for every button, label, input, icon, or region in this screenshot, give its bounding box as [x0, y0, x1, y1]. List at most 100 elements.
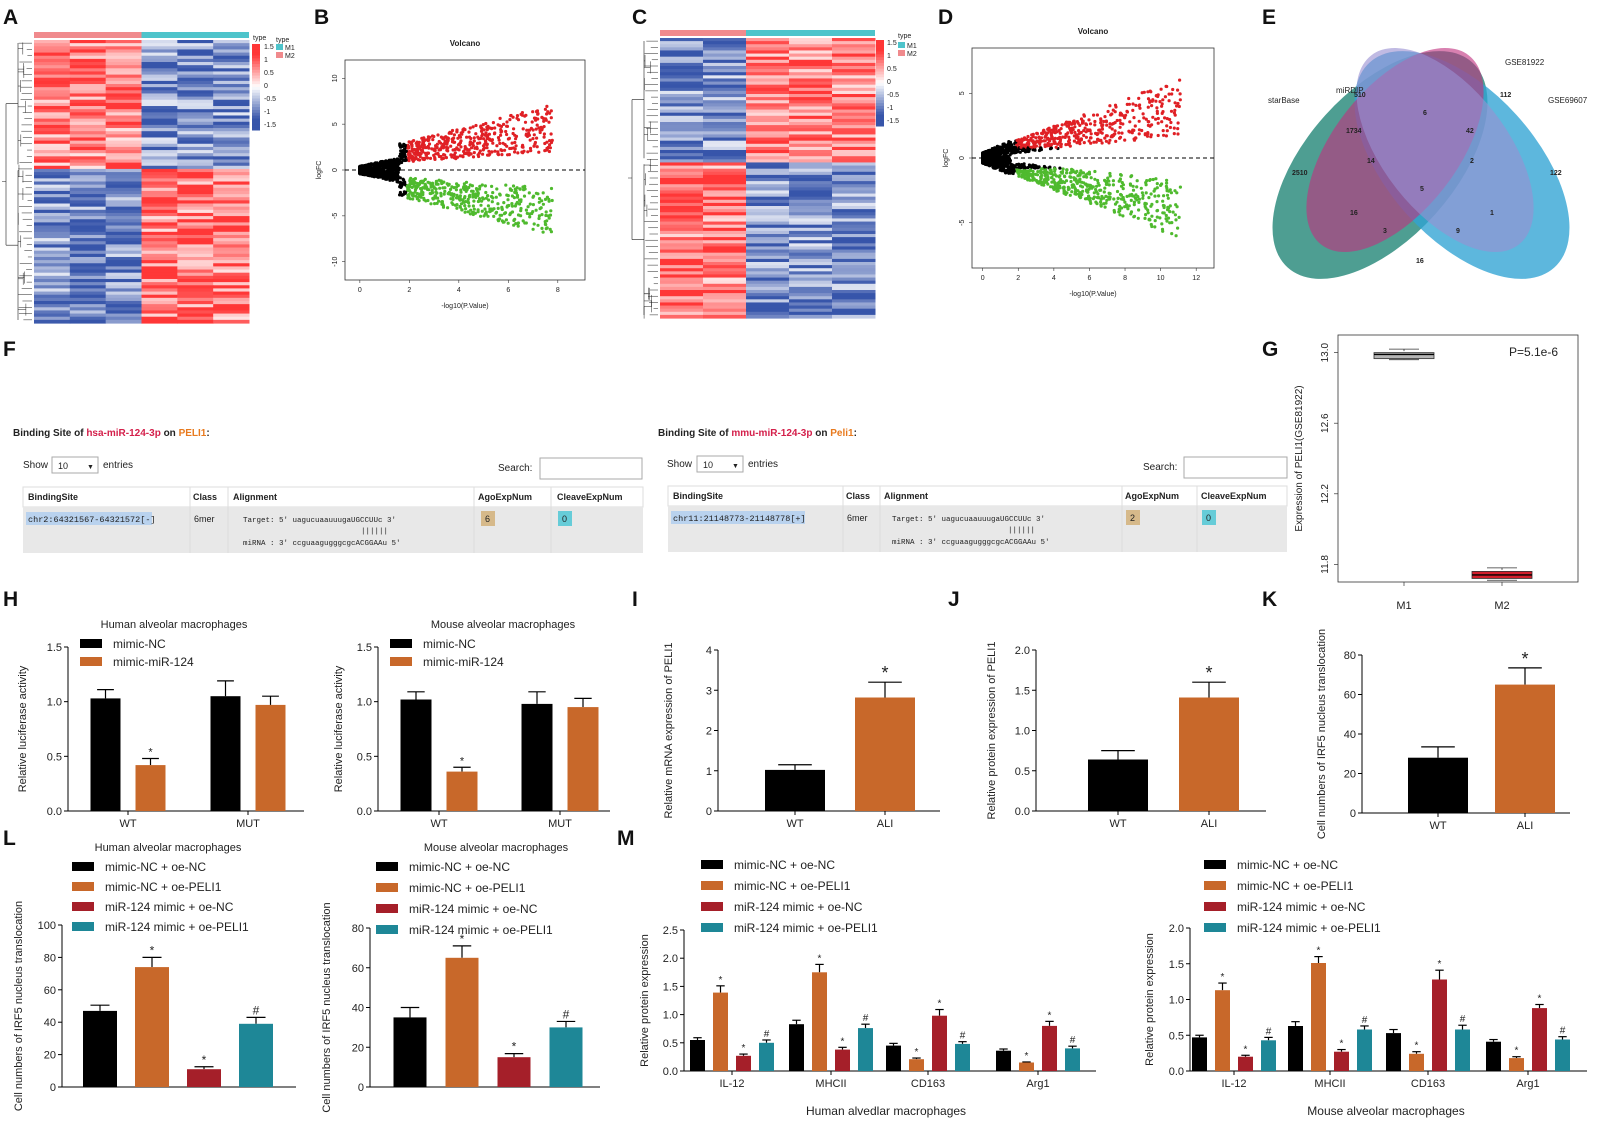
- col-header[interactable]: CleaveExpNum: [557, 492, 623, 502]
- heatmap-cell: [34, 212, 71, 217]
- heatmap-cell: [34, 124, 71, 129]
- ago-value: 2: [1130, 513, 1135, 523]
- scatter-point: [391, 172, 395, 176]
- heatmap-cell: [69, 241, 107, 245]
- scatter-point: [407, 149, 412, 154]
- y-axis-label: Relative luciferase activity: [17, 665, 29, 792]
- scatter-point: [1065, 171, 1069, 175]
- heatmap-cell: [69, 162, 107, 167]
- search-input[interactable]: [1183, 456, 1288, 479]
- heatmap-cell: [660, 137, 704, 142]
- entries-select[interactable]: [51, 456, 99, 474]
- entries-select[interactable]: [696, 455, 744, 473]
- col-header[interactable]: BindingSite: [673, 491, 723, 501]
- scatter-point: [450, 128, 455, 133]
- scatter-point: [1027, 176, 1031, 180]
- scatter-point: [1014, 146, 1018, 150]
- col-header[interactable]: Class: [846, 491, 870, 501]
- scatter-point: [1168, 221, 1172, 225]
- scale-segment: [252, 84, 260, 88]
- scatter-point: [1094, 200, 1098, 204]
- col-header[interactable]: AgoExpNum: [1125, 491, 1179, 501]
- scatter-point: [532, 222, 536, 226]
- heatmap-cell: [832, 72, 876, 76]
- scatter-point: [453, 147, 457, 152]
- scatter-point: [1001, 166, 1005, 170]
- scatter-point: [484, 121, 488, 126]
- scatter-point: [500, 205, 504, 209]
- heatmap-cell: [213, 260, 250, 264]
- heatmap-cell: [141, 212, 178, 217]
- scatter-point: [1144, 117, 1148, 121]
- scatter-point: [1141, 112, 1145, 116]
- scatter-point: [1161, 199, 1165, 203]
- scatter-point: [1053, 169, 1057, 173]
- scale-segment: [876, 94, 884, 98]
- heatmap-cell: [105, 153, 142, 157]
- legend-label: M1: [285, 45, 295, 52]
- heatmap-cell: [746, 125, 790, 129]
- scatter-point: [430, 189, 434, 193]
- col-header[interactable]: BindingSite: [28, 492, 78, 502]
- heatmap-cell: [660, 202, 704, 207]
- scatter-point: [1028, 169, 1032, 173]
- scatter-point: [468, 152, 472, 156]
- heatmap-cell: [789, 75, 833, 80]
- scatter-point: [361, 166, 365, 170]
- scale-segment: [252, 75, 260, 79]
- scatter-point: [422, 198, 426, 202]
- scatter-point: [492, 214, 496, 218]
- col-header[interactable]: AgoExpNum: [478, 492, 532, 502]
- scatter-point: [479, 126, 484, 130]
- scatter-point: [1156, 133, 1160, 138]
- scale-label: -1.5: [887, 118, 899, 125]
- heatmap-cell: [34, 297, 71, 302]
- heatmap-cell: [832, 140, 876, 145]
- heatmap-cell: [34, 285, 71, 290]
- scatter-point: [1125, 194, 1129, 198]
- scatter-point: [468, 183, 472, 187]
- heatmap-cell: [703, 156, 747, 160]
- col-header[interactable]: Class: [193, 492, 217, 502]
- heatmap-cell: [69, 253, 107, 258]
- scatter-point: [1085, 184, 1089, 188]
- scatter-point: [493, 126, 497, 130]
- search-input[interactable]: [539, 457, 643, 480]
- heatmap-cell: [34, 275, 71, 280]
- scatter-point: [540, 199, 544, 203]
- col-header[interactable]: CleaveExpNum: [1201, 491, 1267, 501]
- scatter-point: [1151, 115, 1155, 119]
- heatmap-cell: [34, 300, 71, 305]
- heatmap-cell: [105, 313, 142, 318]
- scatter-point: [1104, 119, 1108, 123]
- scatter-point: [1025, 142, 1029, 146]
- heatmap-cell: [746, 115, 790, 120]
- scatter-point: [1033, 145, 1037, 149]
- heatmap-cell: [34, 250, 71, 255]
- scatter-point: [471, 155, 476, 159]
- scatter-point: [1060, 123, 1064, 127]
- heatmap-cell: [213, 156, 250, 161]
- scatter-point: [514, 144, 518, 148]
- scatter-point: [1158, 100, 1162, 104]
- scatter-point: [1049, 146, 1053, 150]
- col-header[interactable]: Alignment: [884, 491, 928, 501]
- col-header[interactable]: Alignment: [233, 492, 277, 502]
- scatter-point: [504, 218, 508, 222]
- scatter-point: [1153, 219, 1157, 223]
- scatter-point: [1046, 137, 1050, 141]
- heatmap-cell: [213, 194, 250, 198]
- y-tick-label: 0.0: [357, 806, 372, 818]
- dendrogram-branch: [18, 80, 21, 93]
- heatmap-cell: [746, 94, 790, 98]
- heatmap-cell: [789, 115, 833, 120]
- scatter-point: [480, 134, 484, 138]
- heatmap-cell: [832, 56, 876, 61]
- heatmap-cell: [213, 172, 250, 176]
- heatmap-cell: [141, 137, 178, 142]
- scatter-point: [543, 107, 548, 111]
- heatmap-cell: [832, 75, 876, 80]
- heatmap-cell: [177, 310, 214, 315]
- scatter-point: [477, 187, 482, 191]
- scatter-point: [516, 213, 521, 217]
